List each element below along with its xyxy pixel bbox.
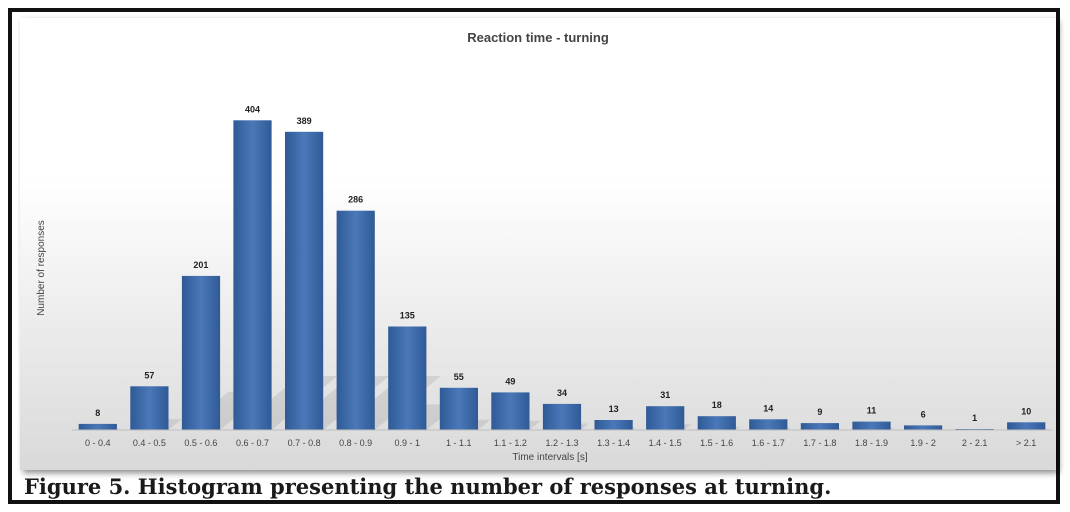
data-label: 34 [557,388,567,398]
bar [542,403,582,430]
x-tick-label: 1.2 - 1.3 [545,438,578,448]
bar [594,420,633,430]
chart-frame: Reaction time - turning Number of respon… [20,18,1056,470]
bars [78,120,1046,431]
x-tick-label: 0 - 0.4 [85,438,111,448]
data-label: 49 [505,376,515,386]
bar [181,275,221,430]
figure-caption: Figure 5. Histogram presenting the numbe… [24,474,832,499]
data-label: 404 [245,104,260,114]
x-tick-label: 0.4 - 0.5 [133,438,166,448]
data-label: 14 [763,403,773,413]
x-tick-label: 1.5 - 1.6 [700,438,733,448]
bar [233,120,272,431]
x-tick-label: 1.4 - 1.5 [649,438,682,448]
x-tick-label: 1.8 - 1.9 [855,438,888,448]
data-label: 286 [348,195,363,205]
bar [697,416,736,430]
x-axis-label: Time intervals [s] [512,452,587,463]
x-tick-label: 0.8 - 0.9 [339,438,372,448]
x-tick-label: 1.7 - 1.8 [803,438,836,448]
data-label: 389 [297,116,312,126]
x-tick-label: 1.6 - 1.7 [752,438,785,448]
data-label: 55 [454,372,464,382]
bar [646,406,685,430]
data-label: 31 [660,390,670,400]
data-label: 135 [400,311,415,321]
data-label: 13 [609,404,619,414]
bar [336,210,375,430]
bar [852,421,891,430]
x-tick-label: 1.3 - 1.4 [597,438,630,448]
x-tick-label: 1.1 - 1.2 [494,438,527,448]
x-tick-label: 0.6 - 0.7 [236,438,269,448]
x-tick-label: 0.5 - 0.6 [184,438,217,448]
x-tick-label: > 2.1 [1016,438,1036,448]
data-label: 6 [921,409,926,419]
x-tick-label: 0.7 - 0.8 [288,438,321,448]
bar [285,131,324,431]
data-label: 8 [95,408,100,418]
data-label: 10 [1021,406,1031,416]
data-label: 201 [193,260,208,270]
bar [491,392,530,430]
x-tick-label: 0.9 - 1 [395,438,421,448]
x-tick-label: 2 - 2.1 [962,438,988,448]
data-label: 18 [712,400,722,410]
bar [1007,422,1046,430]
bar [800,423,839,430]
histogram-chart: Reaction time - turning Number of respon… [20,18,1056,470]
y-axis-label: Number of responses [36,220,47,316]
data-label: 9 [817,407,822,417]
data-label: 11 [867,406,877,416]
data-label: 57 [144,370,154,380]
data-labels: 8 57 201 404 389 286 135 55 49 34 13 31 18 14 9 11 6 1 10 [95,104,1031,423]
x-tick-labels: 0 - 0.4 0.4 - 0.5 0.5 - 0.6 0.6 - 0.7 0.7 - … [85,438,1036,448]
bar [388,326,427,430]
x-tick-label: 1.9 - 2 [910,438,936,448]
bar [749,419,788,430]
plot-background [20,18,1056,470]
bar [439,387,478,430]
x-tick-label: 1 - 1.1 [446,438,472,448]
figure: Reaction time - turning Number of respon… [8,8,1060,504]
bar [904,425,943,430]
bar [78,423,117,430]
chart-title: Reaction time - turning [467,30,609,45]
data-label: 1 [972,413,977,423]
bar [130,386,169,430]
